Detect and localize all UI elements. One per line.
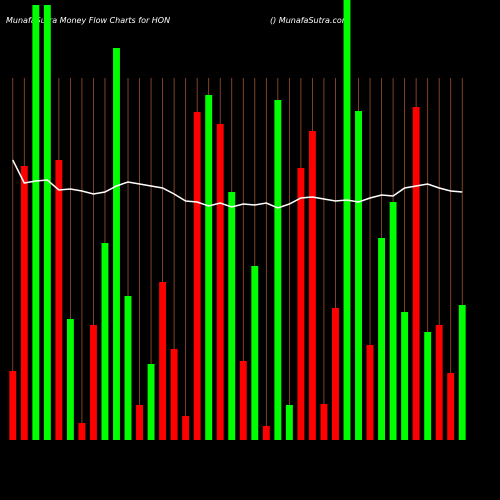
bar bbox=[366, 345, 374, 440]
bar bbox=[320, 404, 328, 440]
bar bbox=[343, 0, 351, 440]
bar bbox=[32, 5, 40, 440]
bar bbox=[412, 107, 420, 440]
bar bbox=[447, 373, 455, 440]
bar bbox=[458, 305, 466, 440]
bar bbox=[274, 100, 282, 440]
bar bbox=[66, 319, 74, 440]
bar bbox=[136, 405, 143, 440]
bar bbox=[308, 131, 316, 440]
bar bbox=[147, 364, 155, 440]
bar bbox=[355, 111, 362, 440]
bar bbox=[285, 405, 293, 440]
bar bbox=[239, 361, 247, 440]
bar bbox=[101, 243, 109, 440]
bar bbox=[193, 112, 201, 440]
chart-subtitle: () MunafaSutra.com bbox=[270, 16, 350, 25]
line bbox=[12, 159, 463, 209]
bar bbox=[435, 325, 443, 440]
bar bbox=[251, 266, 259, 440]
bar bbox=[262, 426, 270, 440]
bar bbox=[297, 168, 305, 440]
bar bbox=[89, 325, 97, 440]
chart-title: MunafaSutra Money Flow Charts for HON bbox=[6, 16, 170, 25]
bar bbox=[170, 349, 178, 440]
bar bbox=[20, 166, 28, 440]
bar bbox=[182, 416, 190, 440]
bar bbox=[9, 371, 17, 440]
bar bbox=[216, 124, 224, 440]
bar bbox=[159, 282, 167, 440]
bar bbox=[401, 312, 409, 440]
bar bbox=[228, 192, 236, 440]
bar bbox=[113, 48, 120, 440]
bar bbox=[378, 238, 386, 440]
bar bbox=[78, 423, 86, 440]
bar bbox=[43, 5, 51, 440]
bar bbox=[205, 95, 213, 440]
bar bbox=[124, 296, 132, 440]
bar bbox=[389, 202, 397, 440]
bar bbox=[55, 160, 63, 440]
bar bbox=[332, 308, 339, 440]
bar bbox=[424, 332, 432, 440]
